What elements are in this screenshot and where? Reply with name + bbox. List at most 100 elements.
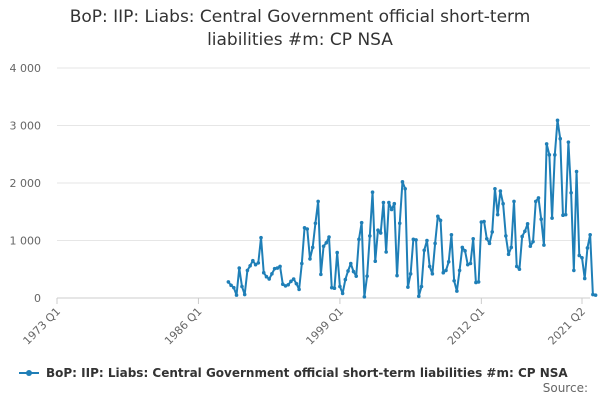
data-point[interactable] bbox=[487, 241, 492, 246]
data-point[interactable] bbox=[297, 287, 301, 292]
data-point[interactable] bbox=[561, 213, 565, 217]
data-point[interactable] bbox=[520, 234, 524, 239]
data-point[interactable] bbox=[232, 285, 236, 290]
data-point[interactable] bbox=[408, 272, 413, 276]
data-point[interactable] bbox=[245, 268, 250, 273]
data-point[interactable] bbox=[395, 273, 399, 278]
data-point[interactable] bbox=[531, 239, 535, 244]
data-point[interactable] bbox=[438, 218, 443, 223]
data-point[interactable] bbox=[378, 231, 383, 235]
data-point[interactable] bbox=[533, 199, 538, 204]
legend[interactable]: BoP: IIP: Liabs: Central Government offi… bbox=[18, 366, 568, 380]
data-point[interactable] bbox=[362, 295, 367, 299]
data-point[interactable] bbox=[234, 293, 239, 297]
data-point[interactable] bbox=[585, 246, 590, 250]
data-point[interactable] bbox=[422, 248, 427, 253]
data-point[interactable] bbox=[308, 257, 312, 261]
data-point[interactable] bbox=[343, 277, 348, 282]
data-point[interactable] bbox=[324, 241, 329, 245]
data-point[interactable] bbox=[237, 266, 242, 270]
data-point[interactable] bbox=[267, 277, 271, 281]
data-point[interactable] bbox=[348, 261, 353, 266]
data-point[interactable] bbox=[365, 274, 369, 278]
data-point[interactable] bbox=[359, 220, 364, 225]
data-point[interactable] bbox=[406, 285, 410, 289]
data-point[interactable] bbox=[463, 249, 467, 253]
data-point[interactable] bbox=[338, 284, 342, 289]
data-point[interactable] bbox=[468, 261, 473, 266]
data-point[interactable] bbox=[411, 237, 416, 242]
data-point[interactable] bbox=[248, 264, 252, 268]
data-point[interactable] bbox=[370, 190, 375, 194]
data-point[interactable] bbox=[493, 186, 497, 191]
data-point[interactable] bbox=[278, 264, 282, 269]
data-point[interactable] bbox=[329, 285, 334, 290]
data-point[interactable] bbox=[416, 294, 421, 299]
data-point[interactable] bbox=[335, 250, 339, 255]
data-point[interactable] bbox=[514, 264, 519, 269]
data-point[interactable] bbox=[387, 200, 391, 205]
data-point[interactable] bbox=[553, 153, 557, 157]
data-point[interactable] bbox=[484, 236, 489, 241]
data-point[interactable] bbox=[523, 229, 527, 234]
data-point[interactable] bbox=[400, 180, 405, 184]
data-point[interactable] bbox=[536, 196, 541, 200]
data-point[interactable] bbox=[261, 270, 266, 275]
data-point[interactable] bbox=[319, 272, 323, 277]
data-point[interactable] bbox=[264, 274, 269, 279]
data-point[interactable] bbox=[321, 244, 326, 249]
data-point[interactable] bbox=[593, 293, 598, 297]
data-point[interactable] bbox=[397, 221, 402, 226]
data-point[interactable] bbox=[327, 235, 331, 239]
data-point[interactable] bbox=[547, 153, 552, 157]
data-point[interactable] bbox=[425, 238, 429, 243]
data-point[interactable] bbox=[476, 280, 481, 284]
data-point[interactable] bbox=[368, 234, 372, 238]
data-point[interactable] bbox=[444, 268, 448, 273]
data-point[interactable] bbox=[251, 258, 255, 263]
data-point[interactable] bbox=[555, 118, 560, 123]
data-point[interactable] bbox=[558, 136, 563, 141]
data-point[interactable] bbox=[436, 214, 440, 219]
data-point[interactable] bbox=[346, 269, 350, 273]
data-point[interactable] bbox=[457, 268, 462, 273]
data-point[interactable] bbox=[242, 292, 247, 297]
data-point[interactable] bbox=[544, 142, 549, 146]
data-point[interactable] bbox=[449, 232, 454, 237]
data-point[interactable] bbox=[302, 226, 307, 230]
data-point[interactable] bbox=[291, 277, 296, 281]
data-point[interactable] bbox=[419, 284, 424, 289]
data-point[interactable] bbox=[270, 272, 274, 276]
data-point[interactable] bbox=[384, 250, 388, 254]
data-point[interactable] bbox=[300, 261, 304, 266]
data-point[interactable] bbox=[517, 267, 522, 272]
data-point[interactable] bbox=[259, 235, 263, 240]
data-point[interactable] bbox=[289, 279, 293, 284]
data-point[interactable] bbox=[460, 245, 465, 250]
data-point[interactable] bbox=[528, 244, 533, 249]
data-point[interactable] bbox=[256, 261, 261, 265]
data-point[interactable] bbox=[226, 280, 231, 284]
data-point[interactable] bbox=[509, 245, 514, 250]
data-point[interactable] bbox=[490, 230, 495, 234]
data-point[interactable] bbox=[591, 292, 595, 297]
data-point[interactable] bbox=[253, 262, 258, 267]
data-point[interactable] bbox=[539, 217, 543, 222]
data-point[interactable] bbox=[580, 255, 584, 260]
data-point[interactable] bbox=[482, 219, 486, 224]
data-point[interactable] bbox=[357, 237, 361, 242]
data-point[interactable] bbox=[305, 227, 310, 231]
data-point[interactable] bbox=[542, 243, 546, 247]
data-point[interactable] bbox=[588, 232, 592, 237]
data-point[interactable] bbox=[354, 274, 359, 278]
data-point[interactable] bbox=[381, 200, 386, 205]
data-point[interactable] bbox=[563, 212, 568, 217]
data-point[interactable] bbox=[572, 268, 576, 273]
data-point[interactable] bbox=[433, 241, 437, 246]
data-point[interactable] bbox=[495, 212, 500, 217]
data-point[interactable] bbox=[414, 238, 418, 242]
data-point[interactable] bbox=[240, 284, 244, 289]
data-point[interactable] bbox=[229, 283, 233, 288]
data-point[interactable] bbox=[506, 252, 511, 257]
data-point[interactable] bbox=[465, 262, 470, 267]
